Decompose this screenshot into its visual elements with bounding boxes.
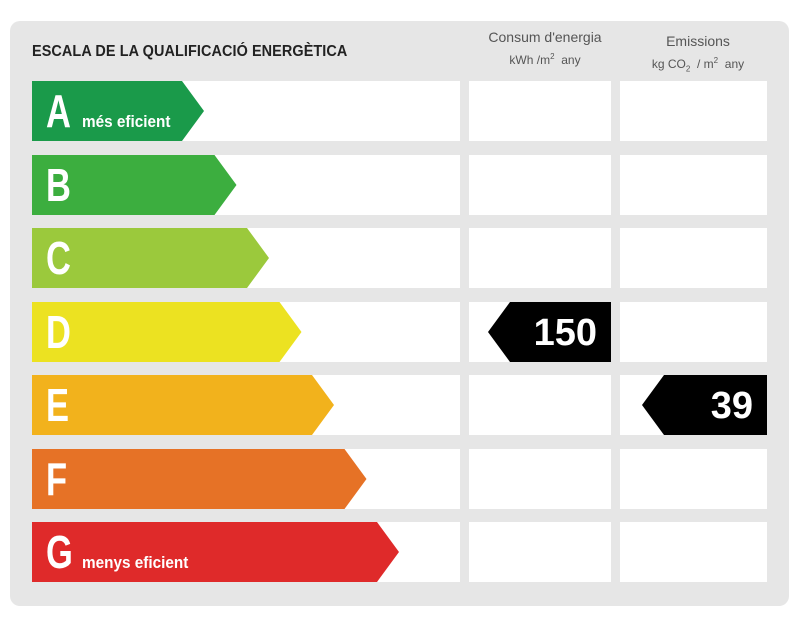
energy-cell — [469, 375, 611, 435]
energy-column-header: Consum d'energia kWh /m2 any — [470, 27, 620, 70]
rating-arrow-a — [32, 81, 204, 141]
emissions-unit-sub: 2 — [685, 64, 691, 74]
rating-arrow-shape — [32, 301, 302, 362]
emissions-column-title: Emissions — [666, 33, 730, 49]
rating-arrow-g — [32, 522, 399, 582]
energy-cell — [469, 81, 611, 141]
rating-arrow-d — [32, 301, 302, 362]
emissions-cell — [620, 81, 767, 141]
rating-letter: C — [46, 232, 71, 284]
emissions-cell — [620, 301, 767, 362]
label-title: ESCALA DE LA QUALIFICACIÓ ENERGÈTICA — [32, 43, 348, 60]
rating-arrow-shape — [32, 154, 237, 215]
emissions-cell — [620, 522, 767, 582]
energy-cell — [469, 448, 611, 509]
rating-arrow-e — [32, 375, 334, 435]
rating-arrow-f — [32, 448, 367, 509]
emissions-value: 39 — [710, 385, 753, 427]
rating-letter: A — [46, 85, 71, 137]
rating-letter: D — [46, 305, 71, 358]
energy-unit-period: any — [561, 53, 581, 67]
energy-label-panel: ESCALA DE LA QUALIFICACIÓ ENERGÈTICA Con… — [10, 21, 789, 606]
energy-cell — [469, 154, 611, 215]
rating-arrow-shape — [32, 375, 334, 435]
rating-description: més eficient — [82, 112, 171, 131]
energy-badge — [488, 301, 611, 362]
emissions-unit-base: kg CO — [651, 57, 686, 71]
rating-letter: G — [46, 526, 73, 578]
rating-arrow-shape — [32, 522, 399, 582]
emissions-unit-sup: 2 — [713, 56, 719, 65]
rating-arrow-shape — [32, 228, 269, 288]
emissions-cell — [620, 154, 767, 215]
emissions-unit-mid: / m — [696, 57, 714, 71]
rating-arrow-shape — [32, 448, 367, 509]
rating-arrow-shape — [32, 81, 204, 141]
energy-cell — [469, 522, 611, 582]
energy-unit-sup: 2 — [550, 52, 555, 61]
energy-unit-base: kWh /m — [509, 53, 551, 67]
emissions-cell — [620, 448, 767, 509]
energy-cell — [469, 228, 611, 288]
energy-badge-shape — [488, 301, 611, 362]
emissions-badge-shape — [642, 375, 767, 435]
emissions-cell — [620, 228, 767, 288]
energy-column-unit: kWh /m2 any — [470, 47, 620, 70]
energy-column-title: Consum d'energia — [488, 29, 602, 45]
emissions-badge — [642, 375, 767, 435]
emissions-unit-period: any — [724, 57, 745, 71]
rating-letter: E — [46, 379, 70, 431]
emissions-column-header: Emissions kg CO2 / m2 any — [622, 31, 774, 79]
energy-value: 150 — [533, 311, 597, 354]
rating-arrow-c — [32, 228, 269, 288]
rating-letter: B — [46, 158, 71, 211]
emissions-column-unit: kg CO2 / m2 any — [622, 51, 774, 79]
rating-arrow-b — [32, 154, 237, 215]
rating-letter: F — [46, 452, 68, 505]
rating-description: menys eficient — [82, 553, 189, 572]
